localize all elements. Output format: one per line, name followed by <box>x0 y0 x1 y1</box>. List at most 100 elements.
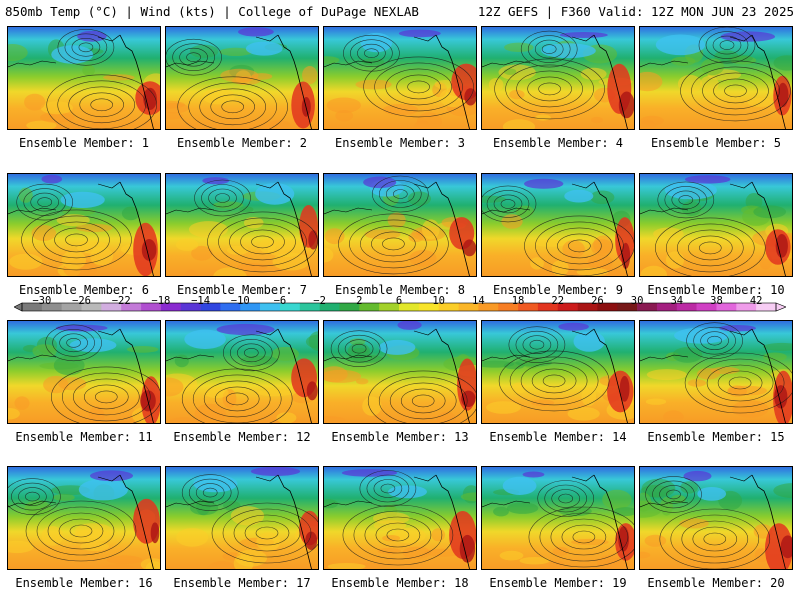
colorbar-right-arrow <box>775 302 786 312</box>
ensemble-member-label: Ensemble Member: 6 <box>18 283 150 297</box>
colorbar-tick-label: 30 <box>630 295 644 307</box>
colorbar-swatch <box>696 303 717 311</box>
colorbar-swatch <box>458 303 479 311</box>
ensemble-map-panel <box>639 320 793 424</box>
ensemble-member-label: Ensemble Member: 10 <box>647 283 785 297</box>
colorbar-swatch <box>200 303 221 311</box>
colorbar-swatch <box>240 303 261 311</box>
header-title-left: 850mb Temp (°C) | Wind (kts) | College o… <box>5 4 419 19</box>
colorbar-swatch <box>716 303 737 311</box>
colorbar-tick-label: 14 <box>472 295 485 307</box>
colorbar-swatch <box>260 303 281 311</box>
colorbar-swatch <box>557 303 578 311</box>
colorbar-tick-label: 38 <box>710 295 723 307</box>
colorbar-frame <box>21 302 777 312</box>
colorbar-swatch <box>617 303 638 311</box>
ensemble-map-panel <box>323 466 477 570</box>
colorbar-swatch <box>577 303 598 311</box>
colorbar-swatch <box>518 303 539 311</box>
colorbar-tick-label: 34 <box>670 295 684 307</box>
colorbar-swatch <box>81 303 102 311</box>
ensemble-map-panel <box>165 173 319 277</box>
colorbar-tick-label: −22 <box>111 295 131 307</box>
ensemble-map-panel <box>165 466 319 570</box>
colorbar-tick-label: −6 <box>273 295 287 307</box>
ensemble-map-panel <box>7 320 161 424</box>
ensemble-map-panel <box>639 173 793 277</box>
ensemble-member-label: Ensemble Member: 8 <box>334 283 466 297</box>
colorbar-swatch <box>61 303 82 311</box>
ensemble-member-label: Ensemble Member: 14 <box>489 430 627 444</box>
colorbar-swatch <box>160 303 182 311</box>
colorbar-tick-label: −26 <box>72 295 91 307</box>
colorbar-swatch <box>101 303 122 311</box>
ensemble-map-panel <box>481 26 635 130</box>
colorbar-swatch <box>22 303 43 311</box>
colorbar-tick-label: −10 <box>230 295 250 307</box>
temperature-colorbar <box>14 302 786 312</box>
colorbar-swatch <box>220 303 241 311</box>
colorbar-swatch <box>121 303 142 311</box>
colorbar-swatch <box>656 303 678 311</box>
ensemble-map-panel <box>639 466 793 570</box>
colorbar-swatch <box>41 303 62 311</box>
ensemble-member-label: Ensemble Member: 17 <box>173 576 311 590</box>
ensemble-member-label: Ensemble Member: 9 <box>492 283 624 297</box>
ensemble-member-label: Ensemble Member: 15 <box>647 430 785 444</box>
ensemble-map-panel <box>165 26 319 130</box>
colorbar-tick-label: −2 <box>313 295 326 307</box>
colorbar-swatch <box>537 303 559 311</box>
ensemble-map-panel <box>165 320 319 424</box>
colorbar-swatch <box>478 303 499 311</box>
ensemble-member-label: Ensemble Member: 5 <box>650 136 782 150</box>
colorbar-swatch <box>498 303 519 311</box>
colorbar-tick-label: 2 <box>356 295 363 307</box>
header-title-right: 12Z GEFS | F360 Valid: 12Z MON JUN 23 20… <box>477 4 794 19</box>
colorbar-swatch <box>736 303 757 311</box>
colorbar-swatch <box>279 303 301 311</box>
ensemble-member-label: Ensemble Member: 1 <box>18 136 150 150</box>
ensemble-member-label: Ensemble Member: 3 <box>334 136 466 150</box>
ensemble-map-panel <box>7 173 161 277</box>
colorbar-swatch <box>399 303 420 311</box>
colorbar-swatch <box>339 303 360 311</box>
ensemble-member-label: Ensemble Member: 18 <box>331 576 469 590</box>
ensemble-member-label: Ensemble Member: 2 <box>176 136 308 150</box>
colorbar-tick-label: 22 <box>551 295 565 307</box>
ensemble-map-panel <box>481 466 635 570</box>
colorbar-swatch <box>319 303 340 311</box>
colorbar-tick-label: −18 <box>151 295 171 307</box>
colorbar-swatch <box>756 303 777 311</box>
ensemble-member-label: Ensemble Member: 7 <box>176 283 308 297</box>
colorbar-swatch <box>597 303 618 311</box>
colorbar-tick-label: 6 <box>395 295 403 307</box>
ensemble-map-panel <box>481 320 635 424</box>
colorbar-tick-label: 42 <box>749 295 763 307</box>
colorbar-tick-label: 10 <box>432 295 445 307</box>
ensemble-member-label: Ensemble Member: 16 <box>15 576 153 590</box>
ensemble-member-label: Ensemble Member: 19 <box>489 576 627 590</box>
ensemble-map-panel <box>323 173 477 277</box>
ensemble-map-panel <box>323 26 477 130</box>
colorbar-tick-label: −30 <box>32 295 52 307</box>
colorbar-swatch <box>637 303 658 311</box>
ensemble-map-panel <box>7 26 161 130</box>
colorbar-swatch <box>438 303 459 311</box>
ensemble-map-panel <box>639 26 793 130</box>
colorbar-tick-label: 26 <box>591 295 604 307</box>
ensemble-member-label: Ensemble Member: 13 <box>331 430 469 444</box>
colorbar-swatch <box>359 303 380 311</box>
ensemble-member-label: Ensemble Member: 12 <box>173 430 311 444</box>
ensemble-member-label: Ensemble Member: 20 <box>647 576 785 590</box>
ensemble-map-panel <box>481 173 635 277</box>
ensemble-map-panel <box>323 320 477 424</box>
colorbar-left-arrow <box>14 302 23 312</box>
ensemble-member-label: Ensemble Member: 4 <box>492 136 624 150</box>
ensemble-member-label: Ensemble Member: 11 <box>15 430 153 444</box>
colorbar-swatch <box>299 303 320 311</box>
colorbar-swatch <box>676 303 697 311</box>
colorbar-swatch <box>418 303 439 311</box>
colorbar-swatch <box>379 303 400 311</box>
colorbar-tick-label: −14 <box>191 295 211 307</box>
colorbar-swatch <box>141 303 162 311</box>
